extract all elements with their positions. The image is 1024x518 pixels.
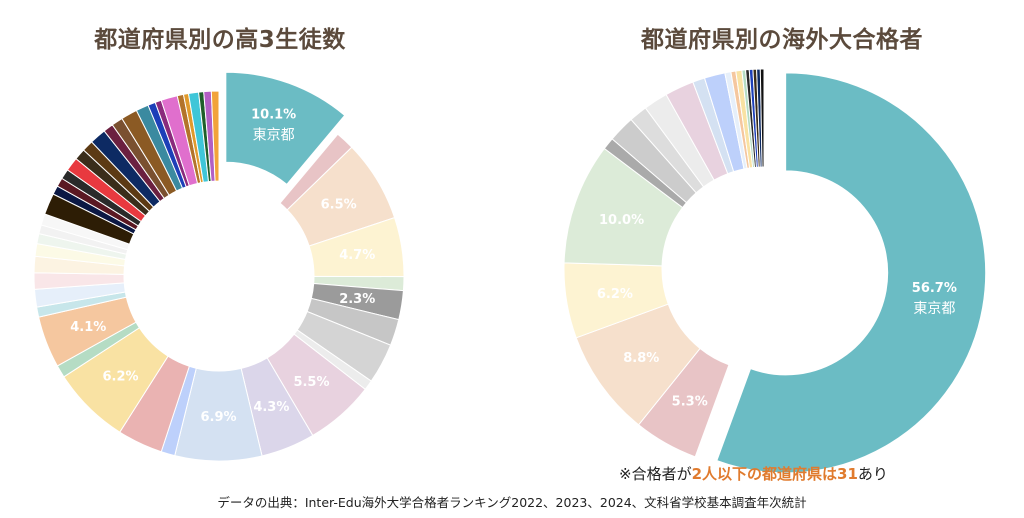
donut-1-slice-0-name-label: 東京都 (913, 301, 955, 317)
source-caption: データの出典：Inter-Edu海外大学合格者ランキング2022、2023、20… (217, 495, 807, 510)
donut-1-slice-4-value-label: 10.0% (599, 213, 644, 228)
left-donut-chart: 10.1% 東京都 6.5% 4.7% 2.3% 5.5% 4.3% 6.9% 6.2% 4.1% (33, 71, 405, 462)
donut-0-slice-9-value-label: 5.5% (293, 375, 329, 390)
donut-0-slice-5-value-label: 2.3% (339, 292, 375, 307)
donut-0-slice-45 (210, 90, 220, 182)
donut-1-slice-20-arc (759, 68, 765, 168)
footnote: ※合格者が2人以下の都道府県は31あり (619, 463, 888, 484)
donut-0-slice-0-arc (225, 71, 346, 186)
donut-0-slice-10-value-label: 4.3% (253, 400, 289, 415)
donut-0-slice-2-value-label: 6.5% (321, 197, 357, 212)
right-chart-title: 都道府県別の海外大合格者 (641, 27, 923, 53)
donut-1-slice-20 (759, 68, 765, 168)
donut-0-slice-0-value-label: 10.1% (251, 108, 296, 123)
donut-0-slice-45-arc (210, 90, 220, 182)
right-donut-chart: 56.7% 東京都 5.3% 8.8% 6.2% 10.0% (563, 68, 987, 474)
donut-0-slice-0: 10.1% 東京都 (225, 71, 346, 186)
left-chart-title: 都道府県別の高3生徒数 (94, 27, 346, 53)
right-chart: 都道府県別の海外大合格者 56.7% 東京都 5.3% 8.8% 6.2% 10.0% (540, 0, 1024, 474)
left-chart: 都道府県別の高3生徒数 10.1% 東京都 6.5% 4.7% 2.3% 5.5% 4.3%… (0, 0, 440, 470)
donut-1-slice-0-value-label: 56.7% (912, 281, 957, 296)
footnote-suffix: あり (857, 465, 888, 483)
donut-1-slice-1-value-label: 5.3% (672, 394, 708, 409)
donut-1-slice-3-value-label: 6.2% (597, 287, 633, 302)
footnote-highlight: 2人以下の都道府県は31 (691, 465, 858, 483)
donut-1-slice-0-arc (716, 72, 987, 474)
donut-1-slice-0: 56.7% 東京都 (716, 72, 987, 474)
donut-0-slice-0-name-label: 東京都 (253, 128, 295, 144)
donut-1-slice-2-value-label: 8.8% (623, 351, 659, 366)
donut-0-slice-11-value-label: 6.9% (200, 410, 236, 425)
donut-0-slice-3-value-label: 4.7% (339, 248, 375, 263)
donut-0-slice-16-value-label: 4.1% (70, 320, 106, 335)
donut-0-slice-14-value-label: 6.2% (102, 370, 138, 385)
footnote-prefix: ※合格者が (619, 465, 692, 483)
donut-1-slice-3: 6.2% (563, 262, 669, 339)
